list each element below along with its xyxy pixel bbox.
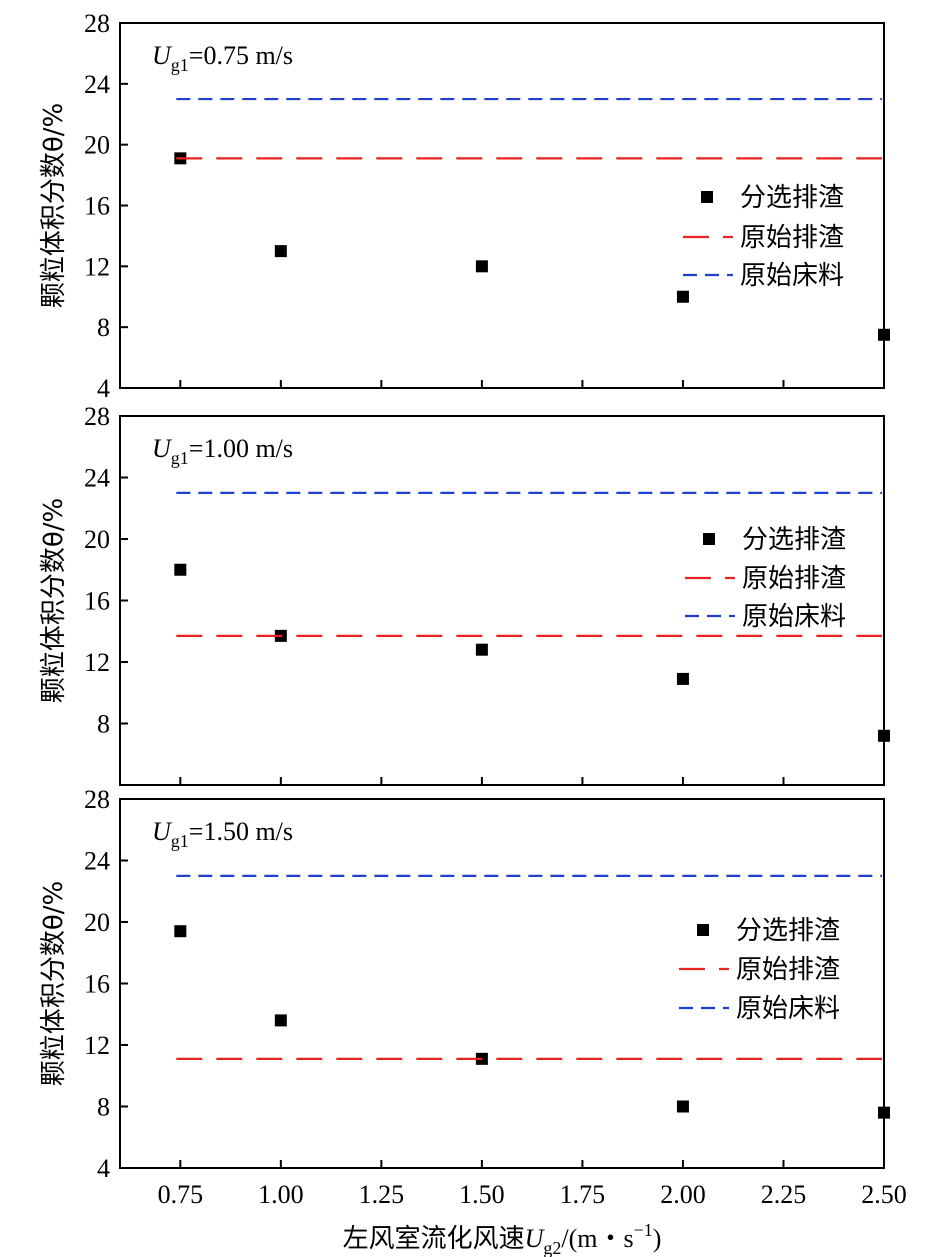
- legend-label: 分选排渣: [740, 183, 844, 213]
- data-point: [274, 1014, 287, 1027]
- plot-frame: [119, 415, 885, 786]
- data-point: [174, 563, 187, 576]
- y-tick-label: 28: [84, 402, 110, 431]
- y-tick-label: 4: [97, 1154, 110, 1183]
- legend-label: 原始排渣: [742, 564, 846, 594]
- legend-label: 原始床料: [742, 602, 846, 632]
- x-tick-label: 1.25: [359, 1180, 405, 1209]
- panel-annotation: Ug1=0.75 m/s: [152, 41, 293, 75]
- legend-marker: [697, 924, 709, 936]
- legend-marker: [703, 533, 715, 545]
- y-tick-label: 24: [84, 70, 110, 99]
- legend-label: 原始排渣: [740, 223, 844, 253]
- panel-3: 4 8 12 16 20 24 28 颗粒体积分数θ/% Ug1=1.50 m/s 分选排渣原始排…: [39, 785, 890, 1183]
- y-axis-label: 颗粒体积分数θ/%: [39, 103, 69, 308]
- x-tick-label: 0.75: [158, 1180, 204, 1209]
- x-axis-label: 左风室流化风速Ug2/(m・s−1): [343, 1220, 662, 1257]
- legend-label: 原始床料: [736, 994, 840, 1024]
- y-tick-label: 16: [84, 970, 110, 999]
- x-tick-label: 1.75: [560, 1180, 606, 1209]
- panel-annotation: Ug1=1.50 m/s: [152, 817, 293, 851]
- data-point: [878, 1106, 890, 1119]
- y-tick-label: 28: [84, 9, 110, 38]
- y-tick-label: 28: [84, 785, 110, 814]
- x-tick-label: 1.00: [258, 1180, 304, 1209]
- y-tick-label: 24: [84, 847, 110, 876]
- panel-annotation: Ug1=1.00 m/s: [152, 434, 293, 468]
- y-tick-label: 20: [84, 131, 110, 160]
- legend-label: 原始排渣: [736, 955, 840, 985]
- data-point: [174, 925, 187, 938]
- panel-2: 8 12 16 20 24 28 颗粒体积分数θ/% Ug1=1.00 m/s 分选排渣原始排渣…: [39, 402, 890, 786]
- y-tick-label: 12: [84, 252, 110, 281]
- y-tick-label: 12: [84, 1031, 110, 1060]
- data-point: [475, 643, 488, 656]
- y-tick-label: 8: [97, 710, 110, 739]
- legend-label: 原始床料: [740, 261, 844, 291]
- data-point: [274, 245, 287, 258]
- legend-marker: [701, 191, 713, 203]
- data-point: [676, 1100, 689, 1113]
- y-tick-label: 12: [84, 648, 110, 677]
- x-tick-label: 2.00: [660, 1180, 706, 1209]
- y-tick-label: 4: [97, 374, 110, 403]
- y-tick-label: 8: [97, 313, 110, 342]
- y-tick-label: 20: [84, 908, 110, 937]
- y-axis-label: 颗粒体积分数θ/%: [39, 881, 69, 1086]
- legend-label: 分选排渣: [736, 916, 840, 946]
- x-tick-label: 1.50: [459, 1180, 505, 1209]
- panel-1: 4 8 12 16 20 24 28 颗粒体积分数θ/% Ug1=0.75 m/s 分选排渣原始排…: [39, 9, 890, 403]
- x-tick-label: 2.50: [861, 1180, 907, 1209]
- y-tick-label: 16: [84, 587, 110, 616]
- data-point: [676, 290, 689, 303]
- data-point: [878, 328, 890, 341]
- y-tick-label: 16: [84, 192, 110, 221]
- y-tick-label: 24: [84, 464, 110, 493]
- data-point: [475, 260, 488, 273]
- data-point: [676, 672, 689, 685]
- legend-label: 分选排渣: [742, 525, 846, 555]
- x-tick-label: 2.25: [761, 1180, 807, 1209]
- data-point: [878, 729, 890, 742]
- y-axis-label: 颗粒体积分数θ/%: [39, 498, 69, 703]
- y-tick-label: 8: [97, 1093, 110, 1122]
- y-tick-label: 20: [84, 525, 110, 554]
